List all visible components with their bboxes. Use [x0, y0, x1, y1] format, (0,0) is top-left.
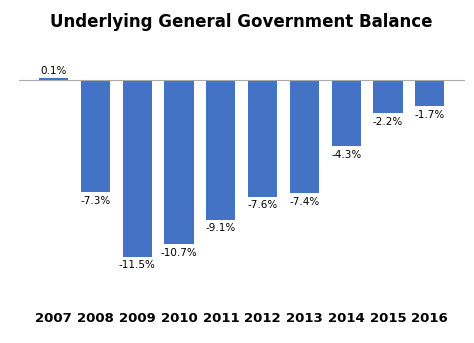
Text: -1.7%: -1.7%	[415, 110, 445, 120]
Text: -7.6%: -7.6%	[247, 200, 278, 210]
Bar	[374, 80, 402, 114]
Bar	[331, 80, 361, 146]
Bar	[164, 80, 194, 244]
Text: -9.1%: -9.1%	[206, 223, 236, 234]
Text: -2.2%: -2.2%	[373, 117, 403, 127]
Bar	[248, 80, 277, 197]
Bar	[81, 80, 110, 192]
Bar	[206, 80, 236, 220]
Text: -7.3%: -7.3%	[81, 196, 111, 206]
Text: -7.4%: -7.4%	[289, 197, 319, 207]
Bar	[290, 80, 319, 193]
Text: -11.5%: -11.5%	[119, 260, 156, 270]
Text: -10.7%: -10.7%	[161, 248, 198, 258]
Bar	[123, 80, 152, 257]
Bar	[39, 78, 68, 80]
Text: -4.3%: -4.3%	[331, 150, 361, 159]
Text: 0.1%: 0.1%	[41, 66, 67, 76]
Title: Underlying General Government Balance: Underlying General Government Balance	[51, 13, 433, 31]
Bar	[415, 80, 444, 106]
